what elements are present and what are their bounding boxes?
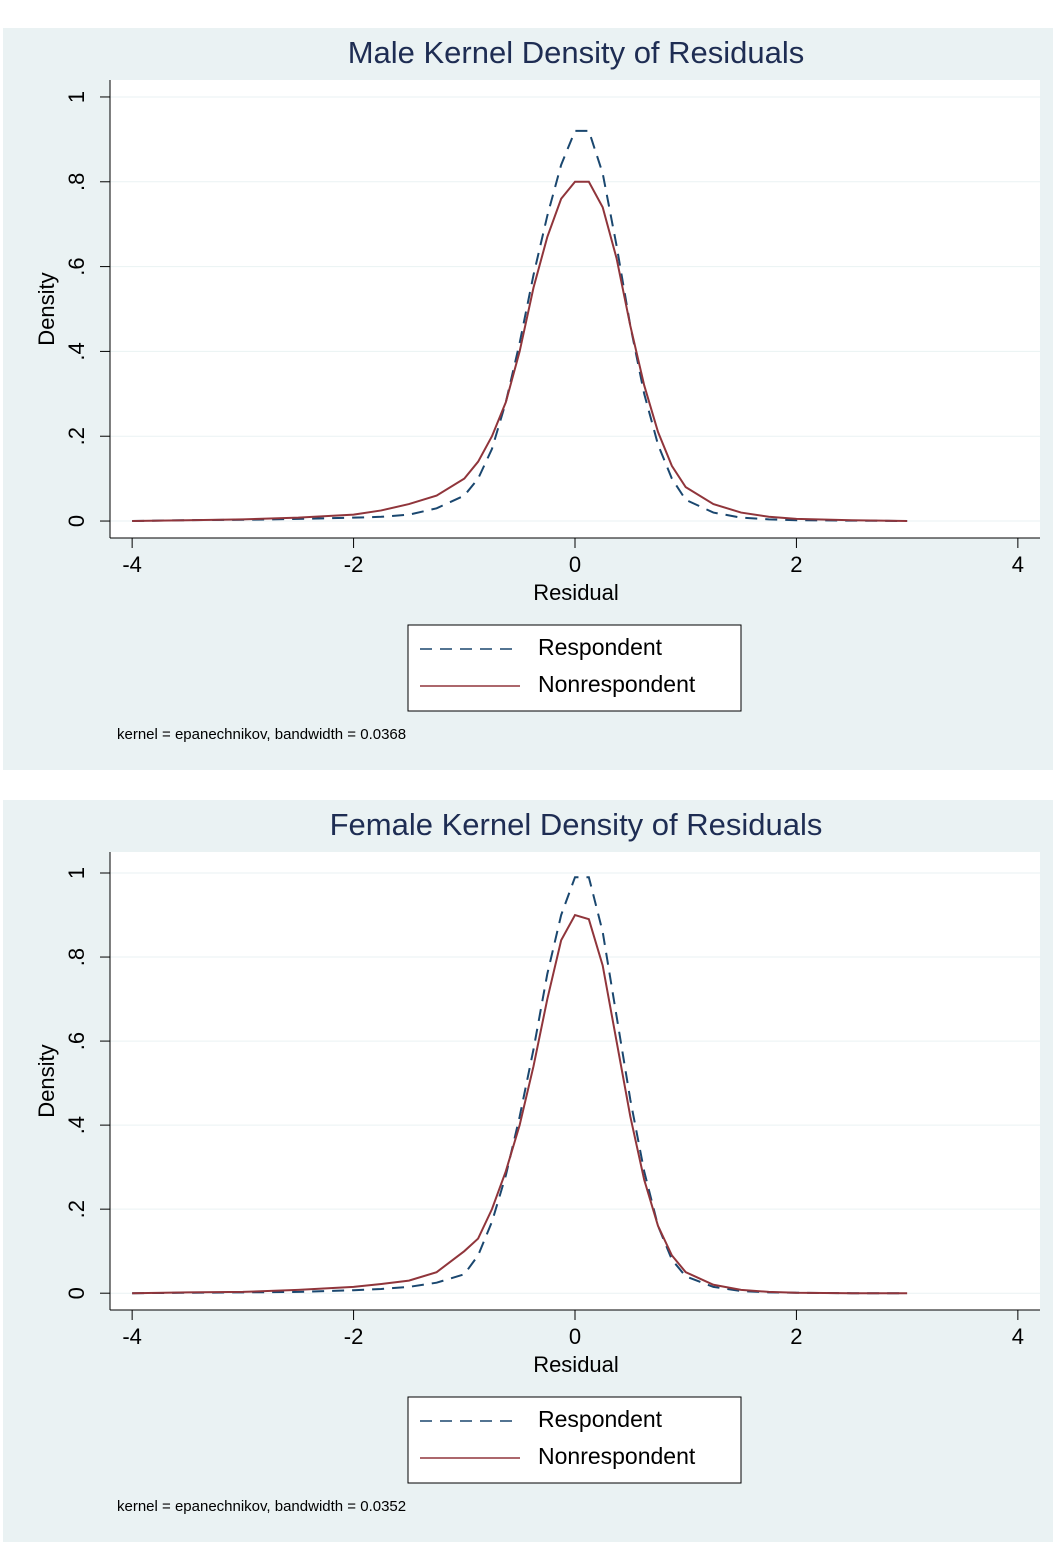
y-tick-label: .4 [64,342,89,360]
x-tick-label: -2 [344,552,364,577]
legend-box [407,624,742,712]
chart-title: Female Kernel Density of Residuals [330,807,823,842]
series-line [132,180,908,523]
chart-note: kernel = epanechnikov, bandwidth = 0.036… [117,726,406,743]
x-axis-label: Residual [533,580,619,605]
chart-title: Male Kernel Density of Residuals [348,35,805,70]
legend-label: Respondent [538,634,663,660]
x-tick-label: 0 [569,552,581,577]
plot-area [110,80,1040,538]
y-tick-label: 0 [64,515,89,527]
y-tick-label: .6 [64,1032,89,1050]
series-line [132,876,908,1295]
x-axis-label: Residual [533,1352,619,1377]
x-tick-label: 2 [790,552,802,577]
plot-area [110,852,1040,1310]
y-tick-label: .2 [64,427,89,445]
x-tick-label: 2 [790,1324,802,1349]
series-line [132,129,908,523]
y-tick-label: .8 [64,173,89,191]
x-tick-label: 4 [1012,1324,1024,1349]
y-tick-label: .2 [64,1200,89,1218]
x-tick-label: 4 [1012,552,1024,577]
chart-note: kernel = epanechnikov, bandwidth = 0.035… [117,1498,406,1515]
x-tick-label: 0 [569,1324,581,1349]
legend-label: Nonrespondent [538,671,696,697]
x-tick-label: -4 [122,552,142,577]
y-tick-label: .4 [64,1116,89,1134]
y-tick-label: 0 [64,1287,89,1299]
y-axis-label: Density [34,1044,59,1117]
legend-label: Respondent [538,1406,663,1432]
y-tick-label: 1 [64,91,89,103]
y-tick-label: .8 [64,948,89,966]
y-axis-label: Density [34,272,59,345]
y-tick-label: 1 [64,867,89,879]
x-tick-label: -4 [122,1324,142,1349]
legend-label: Nonrespondent [538,1443,696,1469]
legend-box [407,1396,742,1484]
x-tick-label: -2 [344,1324,364,1349]
series-line [132,913,908,1295]
y-tick-label: .6 [64,257,89,275]
